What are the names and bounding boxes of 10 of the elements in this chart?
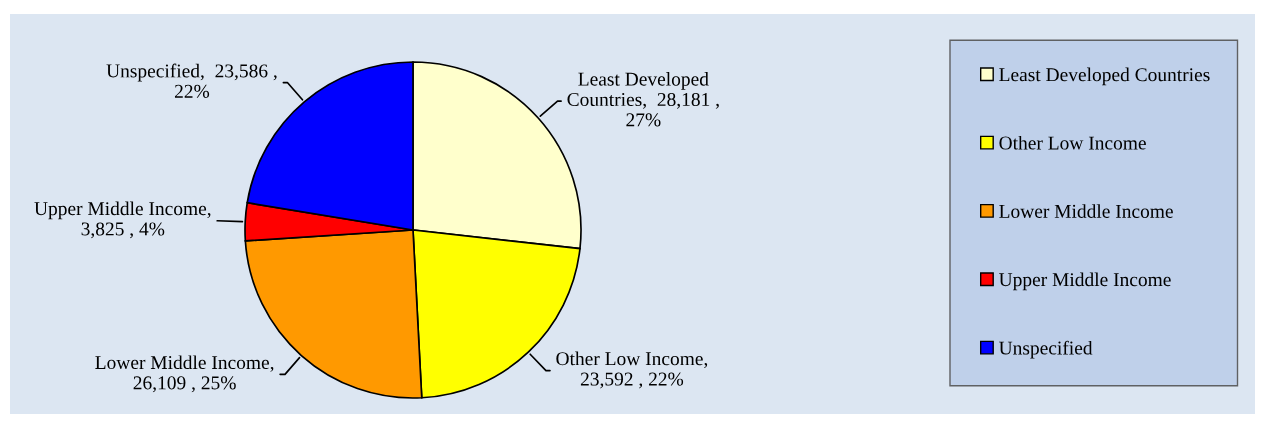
legend-label: Least Developed Countries — [999, 67, 1210, 86]
data-label: Lower Middle Income, 26,109 , 25% — [95, 355, 274, 393]
legend-label: Lower Middle Income — [999, 204, 1173, 218]
legend-label: Upper Middle Income — [999, 272, 1171, 291]
legend-label: Other Low Income — [999, 135, 1146, 150]
data-label: Unspecified, 23,586 , 22% — [106, 63, 277, 98]
data-label: Other Low Income, 23,592 , 22% — [556, 351, 708, 389]
data-label: Upper Middle Income, 3,825 , 4% — [34, 201, 211, 239]
legend-label: Unspecified — [999, 340, 1093, 359]
data-label: Least Developed Countries, 28,181 , 27% — [567, 72, 719, 127]
